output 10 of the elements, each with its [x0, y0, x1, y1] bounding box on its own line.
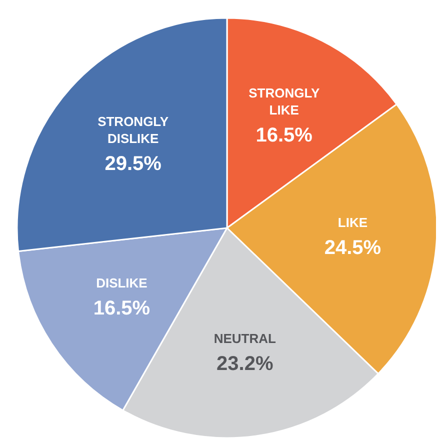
data-label: 23.2%: [216, 353, 274, 376]
data-label: 29.5%: [104, 152, 162, 175]
slice-label: STRONGLY LIKE: [248, 86, 320, 118]
data-label: 16.5%: [256, 124, 313, 147]
slice-label: STRONGLY DISLIKE: [98, 114, 169, 146]
data-label: 16.5%: [93, 298, 150, 320]
slice-label: LIKE: [338, 215, 368, 230]
data-label: 24.5%: [324, 237, 382, 260]
slice-label: DISLIKE: [96, 276, 148, 291]
slice-label: NEUTRAL: [214, 331, 276, 346]
